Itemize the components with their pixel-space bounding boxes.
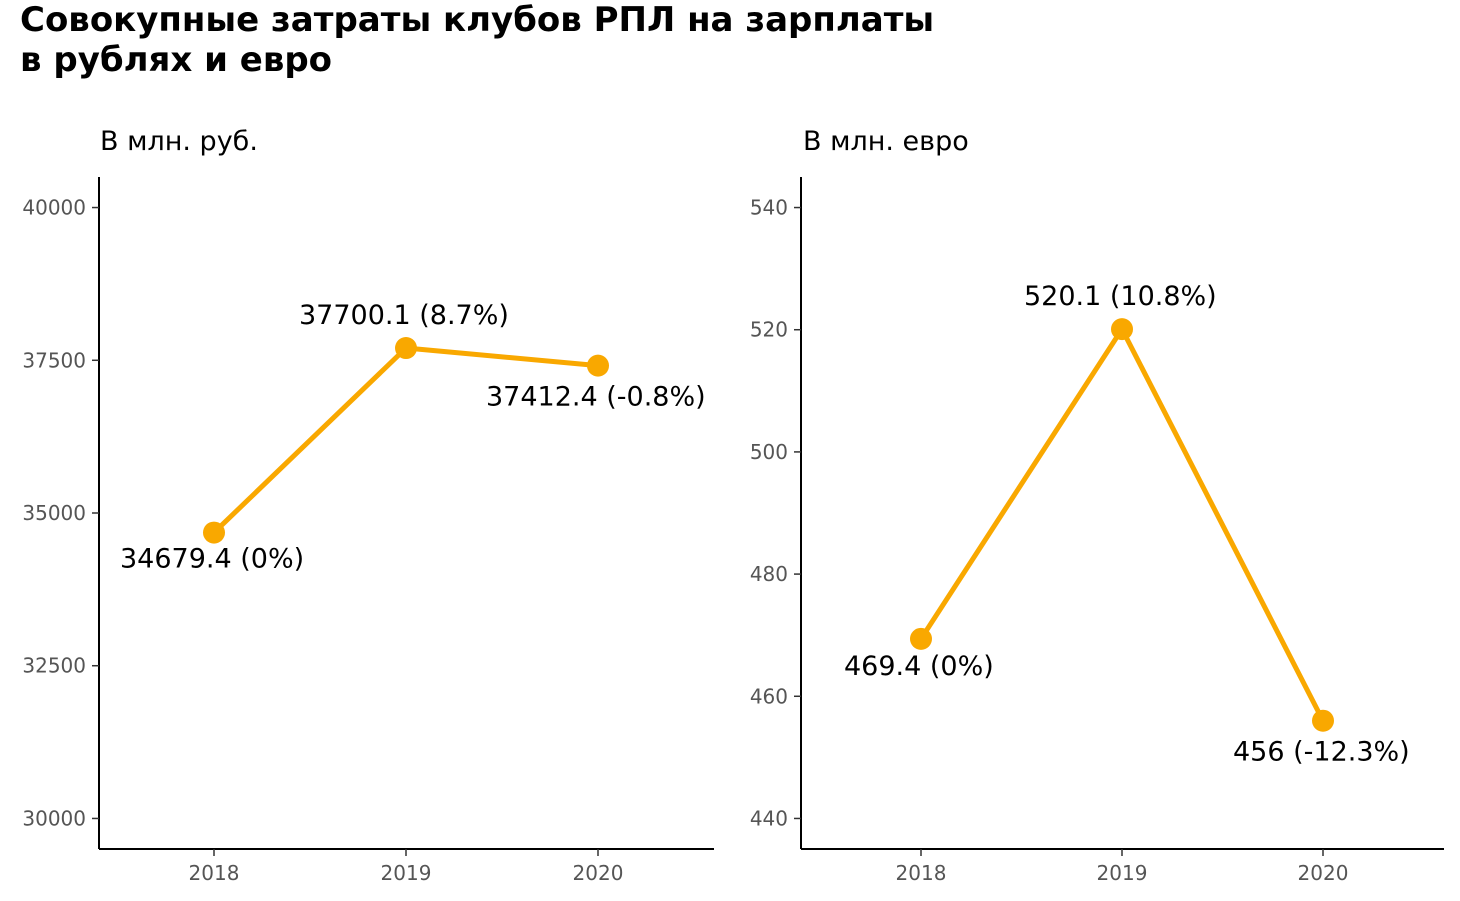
x-tick-label-eur: 2020	[1298, 861, 1349, 885]
chart-title: Совокупные затраты клубов РПЛ на зарплат…	[20, 0, 934, 80]
y-tick-label-eur: 440	[750, 806, 788, 830]
panel-title-eur: В млн. евро	[803, 126, 969, 157]
y-tick-label-eur: 540	[750, 196, 788, 220]
data-label-eur: 456 (-12.3%)	[1233, 737, 1410, 768]
y-tick-label-eur: 500	[750, 440, 788, 464]
y-tick-label-eur: 480	[750, 562, 788, 586]
data-label-rub: 37700.1 (8.7%)	[299, 300, 509, 331]
y-tick-label-rub: 30000	[22, 806, 86, 830]
x-tick-label-eur: 2018	[896, 861, 947, 885]
x-tick-label-rub: 2019	[381, 861, 432, 885]
data-point-eur	[1111, 318, 1133, 341]
y-tick-label-rub: 35000	[22, 501, 86, 525]
data-point-eur	[1312, 709, 1334, 732]
data-point-rub	[203, 521, 225, 544]
y-tick-label-rub: 32500	[22, 654, 86, 678]
data-point-rub	[395, 337, 417, 360]
series-line-rub	[212, 345, 599, 535]
panel-title-rub: В млн. руб.	[100, 126, 258, 157]
chart-title-line-2: в рублях и евро	[20, 40, 333, 80]
data-point-rub	[587, 354, 609, 377]
x-tick-label-eur: 2019	[1097, 861, 1148, 885]
data-label-rub: 34679.4 (0%)	[120, 544, 304, 575]
data-label-eur: 520.1 (10.8%)	[1024, 281, 1217, 312]
y-tick-label-eur: 460	[750, 684, 788, 708]
y-tick-label-rub: 40000	[22, 196, 86, 220]
data-label-rub: 37412.4 (-0.8%)	[486, 382, 706, 413]
data-label-eur: 469.4 (0%)	[844, 651, 994, 682]
y-tick-label-rub: 37500	[22, 348, 86, 372]
chart-title-line-1: Совокупные затраты клубов РПЛ на зарплат…	[20, 0, 935, 40]
x-tick-label-rub: 2018	[189, 861, 240, 885]
data-point-eur	[910, 627, 932, 650]
y-tick-label-eur: 520	[750, 318, 788, 342]
x-tick-label-rub: 2020	[573, 861, 624, 885]
